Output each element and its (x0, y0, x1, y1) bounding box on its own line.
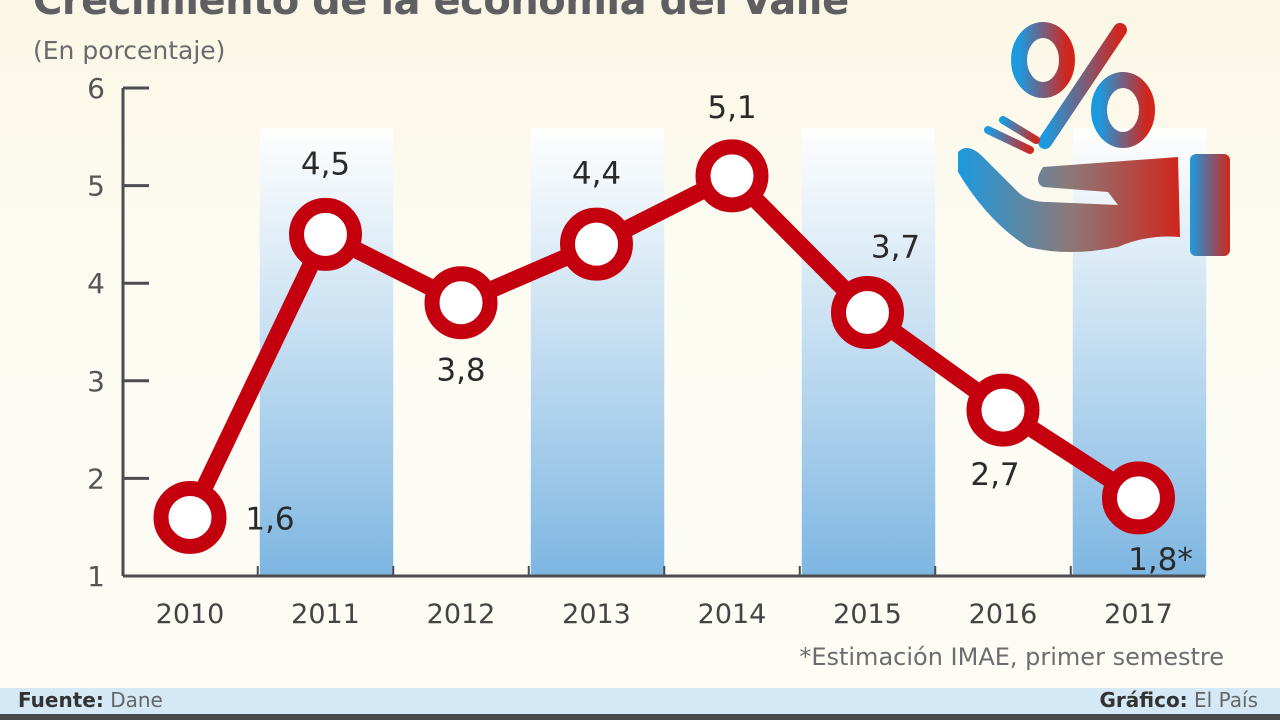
x-tick-label: 2011 (291, 599, 360, 630)
hand-percent-icon (958, 22, 1230, 256)
data-point (695, 139, 769, 213)
x-tick-label: 2010 (156, 599, 225, 630)
data-label: 4,5 (301, 146, 350, 182)
source-value: Dane (110, 688, 163, 712)
data-label: 2,7 (970, 457, 1019, 493)
x-tick-label: 2017 (1104, 599, 1173, 630)
x-tick-label: 2014 (698, 599, 767, 630)
data-point (1102, 461, 1175, 535)
data-label: 1,6 (245, 501, 294, 537)
data-label: 3,8 (436, 353, 485, 389)
source: Fuente: Dane (18, 688, 163, 712)
y-tick-label: 3 (87, 365, 105, 398)
data-point (831, 275, 904, 349)
data-point (424, 266, 498, 340)
data-point (289, 197, 362, 271)
data-label: 5,1 (707, 90, 756, 126)
x-tick-label: 2016 (969, 599, 1038, 630)
x-tick-label: 2015 (833, 599, 902, 630)
credit: Gráfico: El País (1099, 688, 1258, 712)
footer-bar: Fuente: Dane Gráfico: El País (0, 688, 1280, 720)
data-label: 3,7 (871, 229, 920, 265)
x-tick-label: 2012 (427, 599, 496, 630)
source-label: Fuente: (18, 688, 104, 712)
data-point (966, 373, 1040, 447)
y-tick-label: 1 (87, 560, 105, 593)
chart-title: Crecimiento de la economía del Valle (33, 0, 849, 24)
data-point (560, 207, 633, 281)
footnote: *Estimación IMAE, primer semestre (799, 643, 1224, 671)
y-tick-label: 2 (87, 462, 105, 495)
chart-subtitle: (En porcentaje) (33, 36, 226, 65)
y-tick-label: 6 (87, 72, 105, 105)
data-point (153, 480, 227, 554)
column-stripe (530, 128, 665, 576)
data-label: 1,8* (1128, 542, 1193, 578)
line-chart: 1 2 3 4 5 6 2010 2011 2012 2013 2014 2015 2016 2017 1… (87, 72, 1207, 630)
y-tick-label: 5 (87, 170, 105, 203)
data-label: 4,4 (572, 156, 621, 192)
credit-label: Gráfico: (1099, 688, 1188, 712)
credit-value: El País (1194, 688, 1258, 712)
x-tick-label: 2013 (562, 599, 631, 630)
y-tick-label: 4 (87, 267, 105, 300)
